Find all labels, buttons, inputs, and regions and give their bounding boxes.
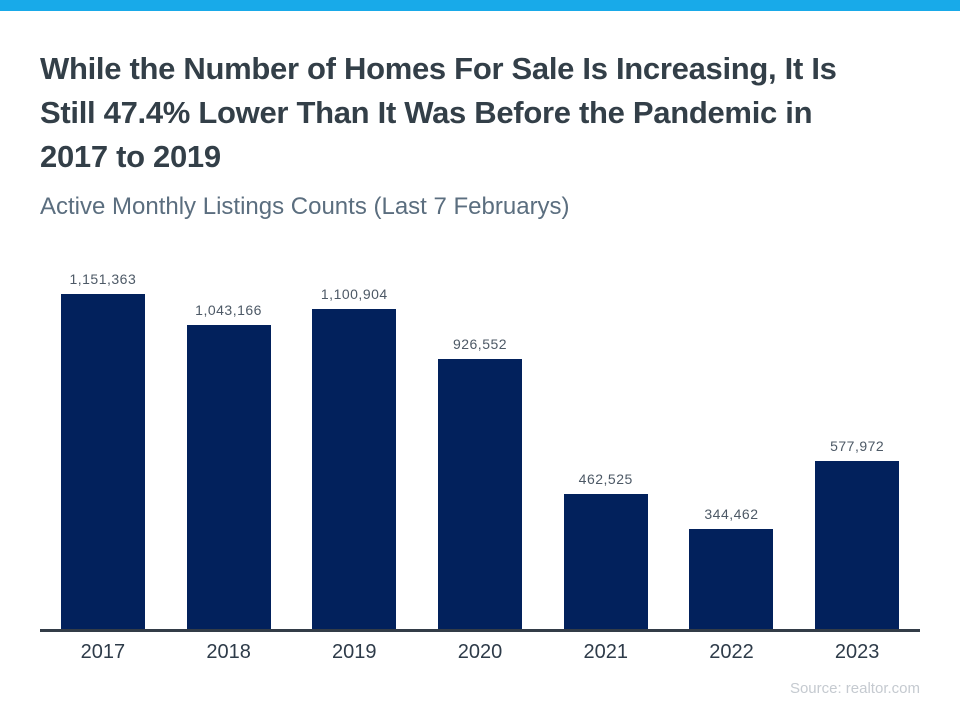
x-axis-label-2020: 2020 [457,641,503,663]
bar-slot-2022: 344,462 [669,249,795,629]
bar-value-label-2022: 344,462 [704,506,759,522]
bar-2017 [60,294,145,629]
plot-area: 1,151,363 1,043,166 1,100,904 926,552 462,52… [40,249,920,632]
bar-2022 [689,529,774,629]
bar-2021 [563,494,648,629]
bar-value-label-2017: 1,151,363 [69,271,137,287]
content-area: While the Number of Homes For Sale Is In… [0,47,960,664]
bar-value-label-2020: 926,552 [452,336,508,352]
bar-slot-2017: 1,151,363 [40,249,166,629]
x-axis-label-2018: 2018 [206,641,251,663]
bar-slot-2018: 1,043,166 [166,249,292,629]
x-axis-label-2019: 2019 [332,641,377,663]
x-axis-label-2023: 2023 [834,641,880,663]
bar-2019 [312,309,397,629]
bar-chart: 1,151,363 1,043,166 1,100,904 926,552 462,52… [40,249,920,664]
bar-value-label-2021: 462,525 [578,471,633,487]
bar-value-label-2023: 577,972 [830,438,885,454]
bar-2020 [438,359,523,629]
source-attribution: Source: realtor.com [789,680,920,697]
chart-subtitle: Active Monthly Listings Counts (Last 7 F… [40,193,570,220]
accent-top-bar [0,0,960,11]
bar-slot-2023: 577,972 [794,249,920,629]
bar-2023 [815,461,900,629]
x-axis-label-2017: 2017 [80,641,126,663]
x-axis-labels: 2017 2018 2019 2020 2021 2022 2023 [40,632,920,664]
bar-value-label-2019: 1,100,904 [320,286,388,302]
bar-slot-2020: 926,552 [417,249,543,629]
bar-value-label-2018: 1,043,166 [195,302,262,318]
page-title: While the Number of Homes For Sale Is In… [40,51,837,174]
x-axis-label-2021: 2021 [583,641,628,663]
bar-slot-2021: 462,525 [543,249,669,629]
bar-2018 [186,325,271,629]
bar-slot-2019: 1,100,904 [291,249,417,629]
x-axis-label-2022: 2022 [709,641,754,663]
